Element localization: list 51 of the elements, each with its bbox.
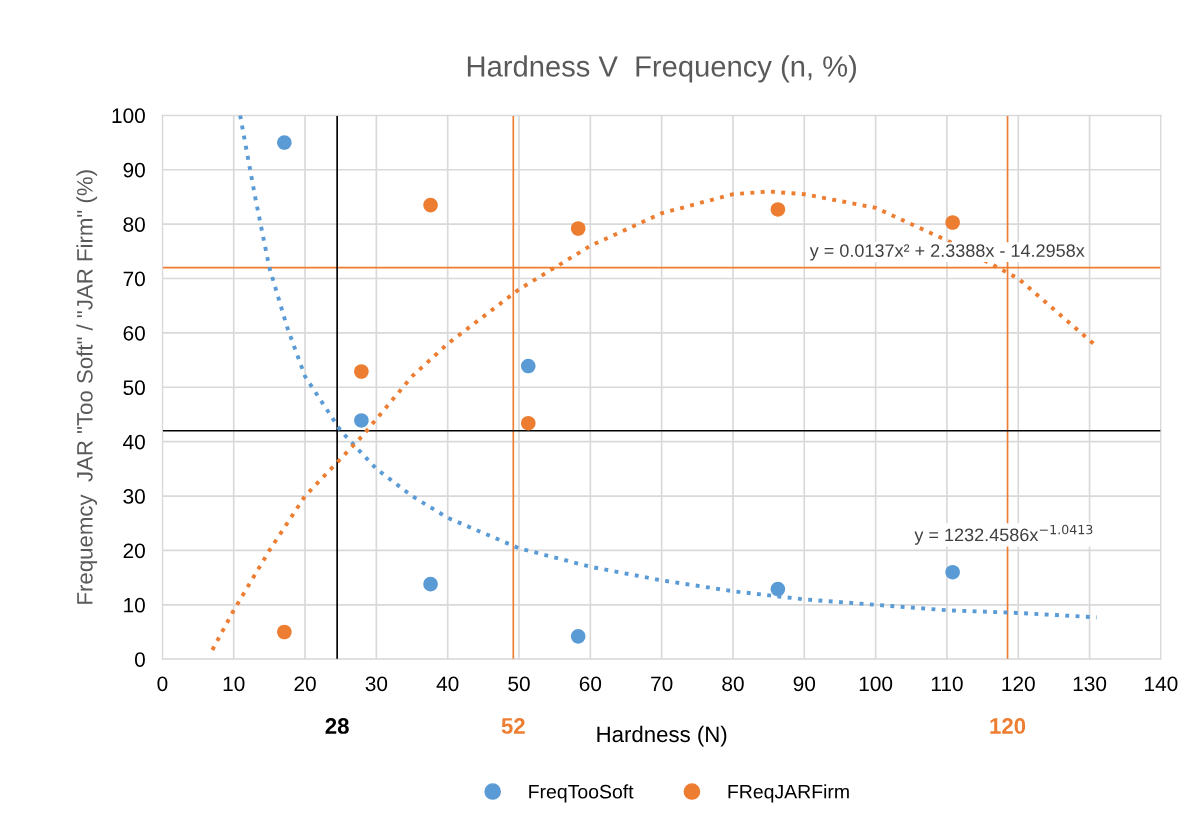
point (945, 215, 960, 230)
y-tick-label: 30 (123, 489, 145, 504)
legend-label: FreqTooSoft (529, 784, 634, 803)
point (570, 629, 586, 644)
text: 52 (501, 718, 525, 734)
annotation: y = 1232.4586x$^{−1.0413}$ (914, 524, 1093, 545)
point (423, 197, 438, 213)
x-tick-label: 60 (579, 676, 602, 692)
y-tick-label: 90 (123, 162, 145, 178)
point (277, 624, 292, 640)
x-tick-label: 90 (793, 676, 816, 692)
point (945, 564, 960, 580)
y-tick-label: 70 (123, 271, 145, 287)
y-tick-label: 10 (124, 597, 145, 613)
x-tick-label: 50 (508, 676, 530, 692)
point (770, 202, 786, 217)
point (521, 358, 536, 374)
annotation: y = 0.0137x² + 2.3388x - 14.2958x (809, 244, 1085, 261)
x-tick-label: 0 (157, 676, 168, 692)
x-tick-label: 80 (722, 676, 744, 692)
y-tick-label: 0 (134, 652, 145, 667)
y-axis-title: Frequemcy JAR "Too Soft" / "JAR Firm" (%) (76, 170, 98, 604)
point (521, 415, 536, 431)
point (277, 135, 292, 150)
legend-label: FReqJARFirm (728, 784, 849, 803)
chart-title: Hardness V Frequency (n, %) (467, 55, 856, 83)
x-tick-label: 20 (294, 676, 316, 692)
point (770, 581, 786, 597)
point (354, 413, 369, 428)
y-tick-label: 60 (123, 325, 145, 341)
y-tick-label: 100 (112, 108, 145, 124)
x-tick-label: 130 (1073, 676, 1107, 692)
x-tick-label: 120 (1002, 676, 1035, 692)
point (354, 364, 369, 379)
x-axis-title: Hardness (N) (597, 725, 727, 747)
y-tick-label: 40 (123, 434, 145, 450)
point (570, 221, 586, 236)
x-tick-label: 40 (436, 676, 459, 692)
point (423, 576, 438, 592)
text: 28 (325, 718, 349, 734)
x-tick-label: 70 (651, 676, 673, 692)
x-tick-label: 10 (223, 676, 245, 692)
text: 120 (990, 718, 1026, 734)
y-tick-label: 50 (123, 380, 145, 396)
y-tick-label: 20 (123, 543, 145, 559)
line-series (238, 115, 1099, 620)
x-tick-label: 110 (931, 676, 963, 692)
x-tick-label: 100 (859, 676, 893, 692)
y-tick-label: 80 (123, 217, 145, 232)
x-tick-label: 30 (365, 676, 388, 692)
x-tick-label: 140 (1145, 676, 1178, 692)
